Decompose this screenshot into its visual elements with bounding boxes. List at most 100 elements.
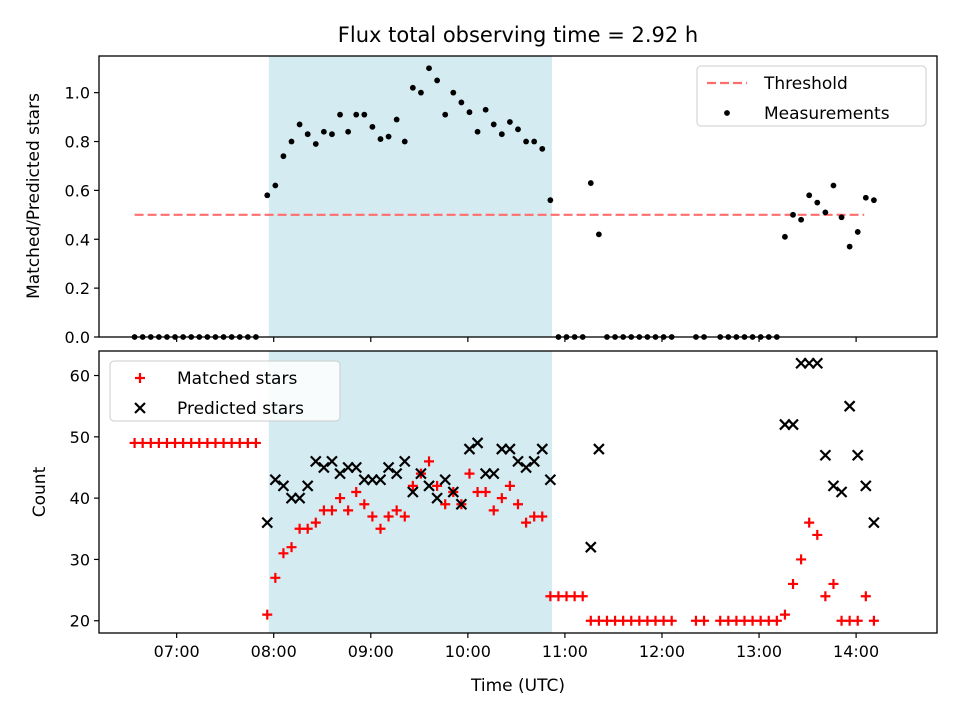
measurements-point-85 — [846, 243, 853, 250]
measurements-point-23 — [320, 128, 327, 135]
measurements-point-46 — [507, 119, 513, 125]
measurements-point-83 — [830, 182, 837, 189]
legend-label-predicted-stars: Predicted stars — [177, 399, 304, 419]
matched-stars-point-15 — [250, 437, 261, 448]
predicted-stars-point-18 — [407, 486, 419, 498]
predicted-stars-point-2 — [277, 480, 290, 492]
legend-label-measurements: Measurements — [764, 104, 890, 124]
predicted-stars-point-22 — [439, 473, 451, 486]
matched-stars-point-68 — [699, 615, 710, 626]
predicted-stars-point-11 — [350, 461, 363, 474]
matched-stars-point-25 — [335, 493, 346, 504]
matched-stars-point-48 — [521, 517, 532, 528]
y-tick-label-0: 20 — [70, 612, 90, 631]
measurements-point-44 — [490, 121, 497, 128]
measurements-point-17 — [272, 182, 279, 189]
measurements-point-49 — [531, 138, 538, 145]
y-tick-label-2: 0.4 — [65, 230, 90, 249]
legend: Matched stars Predicted stars — [109, 360, 341, 422]
y-tick-label-3: 50 — [70, 428, 90, 447]
matched-stars-point-28 — [359, 499, 370, 510]
predicted-stars-point-24 — [455, 498, 468, 511]
matched-stars-point-80 — [804, 517, 815, 528]
predicted-stars-point-34 — [536, 443, 549, 455]
measurements-point-78 — [790, 211, 796, 218]
y-axis-label-ratio: Matched/Predicted stars — [24, 93, 44, 299]
measurements-point-40 — [458, 99, 465, 106]
x-tick-label-5: 12:00 — [639, 642, 685, 661]
predicted-stars-point-23 — [447, 486, 460, 498]
matched-stars-point-78 — [788, 578, 799, 589]
predicted-stars-point-6 — [310, 455, 322, 468]
y-tick-label-3: 0.6 — [65, 181, 90, 200]
measurements-point-35 — [418, 89, 424, 96]
matched-stars-point-55 — [577, 591, 588, 602]
predicted-stars-point-35 — [544, 473, 557, 486]
matched-stars-point-38 — [440, 499, 451, 510]
measurements-point-41 — [466, 109, 473, 116]
matched-stars-point-24 — [326, 505, 337, 516]
predicted-stars-point-36 — [585, 541, 597, 553]
matched-stars-point-66 — [666, 615, 677, 626]
matched-stars-point-77 — [779, 609, 790, 620]
matched-stars-point-81 — [812, 529, 823, 540]
measurements-point-18 — [280, 153, 287, 160]
x-tick-label-0: 07:00 — [154, 642, 200, 661]
measurements-point-26 — [345, 128, 352, 135]
x-tick-label-3: 10:00 — [445, 642, 491, 661]
matched-stars-point-36 — [424, 456, 435, 467]
matched-stars-point-82 — [820, 591, 831, 602]
measurements-point-21 — [304, 131, 311, 138]
predicted-stars-point-20 — [423, 480, 435, 492]
predicted-stars-point-7 — [318, 461, 330, 474]
measurements-point-87 — [862, 194, 869, 201]
measurements-point-42 — [474, 128, 481, 135]
predicted-stars-point-1 — [269, 473, 282, 486]
matched-stars-point-43 — [480, 487, 491, 497]
measurements-point-80 — [806, 192, 813, 199]
legend-frame — [696, 65, 927, 127]
predicted-stars-point-15 — [382, 461, 395, 474]
measurements-point-22 — [312, 141, 319, 147]
matched-stars-point-37 — [432, 480, 443, 491]
measurements-point-56 — [587, 180, 594, 186]
matched-stars-point-29 — [367, 511, 378, 522]
predicted-stars-point-21 — [431, 492, 443, 504]
ratio-panel: 0.0 0.2 0.4 0.6 0.8 1.0 Threshold Measurements — [65, 55, 938, 347]
count-panel: 20 30 40 50 60 07:00 08:00 09:00 10:00 11:00 12:00… — [70, 350, 938, 661]
predicted-stars-point-19 — [415, 467, 427, 480]
predicted-stars-point-43 — [819, 449, 832, 461]
predicted-stars-point-37 — [593, 443, 605, 455]
observing-span — [268, 56, 552, 337]
measurements-point-77 — [782, 233, 788, 240]
matched-stars-point-30 — [375, 523, 386, 534]
matched-stars-point-45 — [496, 493, 507, 504]
measurements-point-28 — [361, 111, 368, 118]
predicted-stars-point-28 — [487, 467, 500, 480]
measurements-point-79 — [798, 216, 805, 223]
measurements-point-81 — [814, 199, 821, 206]
predicted-stars-point-30 — [504, 443, 516, 455]
measurements-point-43 — [482, 106, 489, 113]
predicted-stars-point-31 — [512, 455, 524, 468]
matched-stars-point-41 — [464, 468, 475, 479]
measurements-point-30 — [377, 136, 384, 142]
predicted-stars-point-25 — [463, 443, 476, 455]
x-tick-label-7: 14:00 — [833, 642, 879, 661]
measurements-point-51 — [547, 197, 554, 204]
predicted-stars-point-46 — [843, 400, 856, 412]
predicted-stars-point-9 — [334, 467, 346, 480]
matched-stars-point-87 — [860, 591, 871, 602]
matched-stars-point-21 — [302, 523, 313, 534]
measurements-point-50 — [539, 145, 546, 152]
measurements-point-48 — [523, 138, 529, 145]
x-axis-label: Time (UTC) — [470, 676, 565, 696]
predicted-stars-point-39 — [787, 418, 799, 431]
predicted-stars-point-14 — [374, 473, 387, 486]
chart-title: Flux total observing time = 2.92 h — [338, 23, 698, 47]
predicted-stars-point-47 — [851, 449, 864, 461]
measurements-point-25 — [337, 111, 343, 118]
matched-stars-point-46 — [504, 480, 515, 491]
y-tick-label-5: 1.0 — [65, 84, 90, 103]
